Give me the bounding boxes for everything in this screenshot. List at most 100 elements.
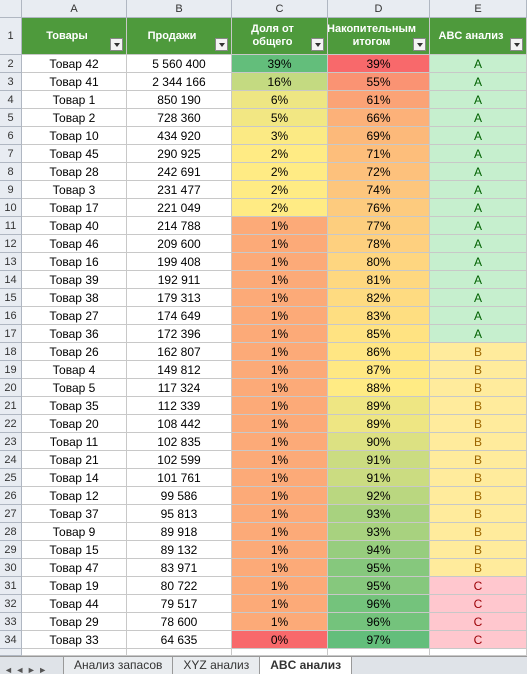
- cell: 1%: [232, 235, 328, 253]
- cell: Товар 11: [22, 433, 127, 451]
- cell: 91%: [328, 469, 430, 487]
- row-number: 28: [0, 523, 22, 541]
- cell: Товар 40: [22, 217, 127, 235]
- filter-button[interactable]: [215, 38, 228, 51]
- cell: 1%: [232, 253, 328, 271]
- filter-button[interactable]: [413, 38, 426, 51]
- cell: 89 918: [127, 523, 232, 541]
- cell: A: [430, 199, 527, 217]
- cell: 108 442: [127, 415, 232, 433]
- cell: B: [430, 541, 527, 559]
- cell: A: [430, 235, 527, 253]
- cell: A: [430, 109, 527, 127]
- cell: 1%: [232, 397, 328, 415]
- row-number: 32: [0, 595, 22, 613]
- cell: [430, 649, 527, 656]
- cell: A: [430, 145, 527, 163]
- row-number: 30: [0, 559, 22, 577]
- cell: 1%: [232, 433, 328, 451]
- cell: 3%: [232, 127, 328, 145]
- cell: 1%: [232, 559, 328, 577]
- row-number: 29: [0, 541, 22, 559]
- cell: 1%: [232, 361, 328, 379]
- filter-button[interactable]: [311, 38, 324, 51]
- cell: A: [430, 217, 527, 235]
- cell: 61%: [328, 91, 430, 109]
- row-number: 14: [0, 271, 22, 289]
- cell: 1%: [232, 541, 328, 559]
- cell: Товар 17: [22, 199, 127, 217]
- cell: 209 600: [127, 235, 232, 253]
- row-number: 1: [0, 18, 22, 55]
- cell: 2%: [232, 181, 328, 199]
- cell: Товар 42: [22, 55, 127, 73]
- cell: A: [430, 271, 527, 289]
- cell: 1%: [232, 379, 328, 397]
- cell: 1%: [232, 595, 328, 613]
- row-number: 18: [0, 343, 22, 361]
- cell: Товар 5: [22, 379, 127, 397]
- filter-button[interactable]: [110, 38, 123, 51]
- cell: 93%: [328, 523, 430, 541]
- cell: 242 691: [127, 163, 232, 181]
- cell: 179 313: [127, 289, 232, 307]
- header-text: Накопительным итогом: [328, 23, 416, 48]
- header-cell: Накопительным итогом: [328, 18, 430, 55]
- cell: 69%: [328, 127, 430, 145]
- cell: 74%: [328, 181, 430, 199]
- cell: 87%: [328, 361, 430, 379]
- sheet-tab[interactable]: Анализ запасов: [63, 657, 174, 674]
- filter-button[interactable]: [510, 38, 523, 51]
- sheet-tab[interactable]: ABC анализ: [259, 657, 353, 674]
- tab-nav[interactable]: ◄ ◄ ► ►: [4, 665, 48, 674]
- cell: A: [430, 163, 527, 181]
- cell: B: [430, 559, 527, 577]
- cell: 172 396: [127, 325, 232, 343]
- cell: A: [430, 307, 527, 325]
- cell: Товар 3: [22, 181, 127, 199]
- cell: 1%: [232, 415, 328, 433]
- cell: Товар 9: [22, 523, 127, 541]
- header-cell: ABC анализ: [430, 18, 527, 55]
- cell: A: [430, 73, 527, 91]
- cell: 1%: [232, 505, 328, 523]
- cell: 96%: [328, 613, 430, 631]
- cell: 97%: [328, 631, 430, 649]
- column-letter: D: [328, 0, 430, 18]
- cell: 16%: [232, 73, 328, 91]
- cell: Товар 16: [22, 253, 127, 271]
- sheet-tab[interactable]: XYZ анализ: [172, 657, 261, 674]
- cell: B: [430, 343, 527, 361]
- cell: 39%: [232, 55, 328, 73]
- cell: 2%: [232, 163, 328, 181]
- cell: Товар 36: [22, 325, 127, 343]
- cell: Товар 39: [22, 271, 127, 289]
- cell: 162 807: [127, 343, 232, 361]
- cell: 5%: [232, 109, 328, 127]
- column-letter: B: [127, 0, 232, 18]
- cell: 1%: [232, 451, 328, 469]
- cell: Товар 33: [22, 631, 127, 649]
- cell: 1%: [232, 577, 328, 595]
- cell: 1%: [232, 487, 328, 505]
- cell: 117 324: [127, 379, 232, 397]
- cell: C: [430, 613, 527, 631]
- cell: 94%: [328, 541, 430, 559]
- header-cell: Продажи: [127, 18, 232, 55]
- cell: 174 649: [127, 307, 232, 325]
- cell: 290 925: [127, 145, 232, 163]
- cell: 89 132: [127, 541, 232, 559]
- cell: 728 360: [127, 109, 232, 127]
- cell: 149 812: [127, 361, 232, 379]
- cell: 2%: [232, 199, 328, 217]
- cell: 72%: [328, 163, 430, 181]
- cell: [328, 649, 430, 656]
- cell: B: [430, 361, 527, 379]
- cell: Товар 12: [22, 487, 127, 505]
- cell: 80%: [328, 253, 430, 271]
- cell: 1%: [232, 307, 328, 325]
- cell: Товар 20: [22, 415, 127, 433]
- cell: 91%: [328, 451, 430, 469]
- cell: A: [430, 55, 527, 73]
- header-text: Доля от общего: [251, 23, 294, 48]
